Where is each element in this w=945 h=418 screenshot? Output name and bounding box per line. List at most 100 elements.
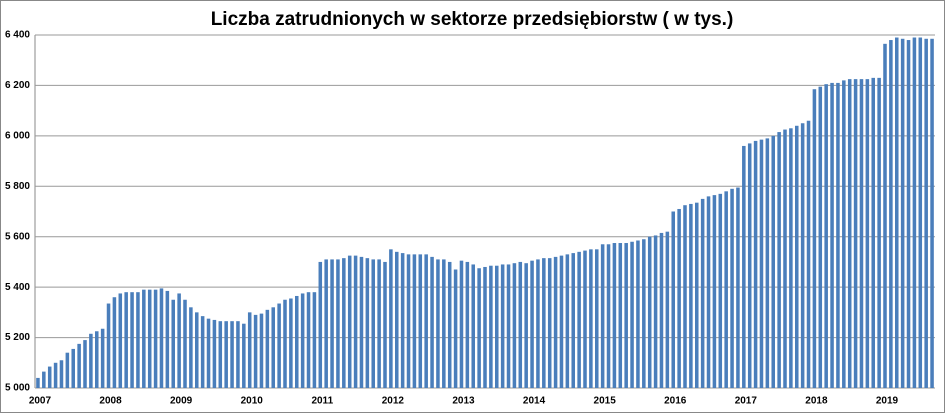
bar — [95, 331, 99, 388]
bar — [112, 297, 117, 388]
bar — [853, 79, 858, 388]
bar — [459, 260, 464, 388]
bar — [159, 288, 164, 388]
bar — [124, 292, 128, 388]
bar — [377, 259, 381, 388]
bar — [918, 37, 923, 389]
bar — [912, 37, 917, 389]
bar — [218, 321, 223, 388]
bar — [636, 240, 640, 388]
x-tick-label: 2013 — [452, 396, 475, 407]
bar — [477, 268, 481, 388]
bar — [453, 269, 458, 388]
bar — [724, 191, 728, 388]
x-tick-label: 2016 — [664, 396, 687, 407]
bar — [259, 313, 264, 388]
bar — [359, 256, 364, 388]
bar — [171, 299, 175, 388]
bar — [530, 260, 534, 388]
bar — [759, 139, 764, 388]
bar — [889, 40, 893, 389]
bar — [483, 266, 487, 388]
bar — [336, 259, 340, 388]
y-tick-label: 5 600 — [5, 231, 30, 242]
x-tick-label: 2009 — [170, 396, 193, 407]
bar — [400, 253, 405, 388]
bar — [47, 366, 52, 388]
bar — [183, 299, 187, 388]
bar — [77, 343, 81, 388]
bar — [447, 261, 452, 388]
y-tick-label: 5 800 — [5, 181, 30, 192]
bar — [147, 289, 152, 388]
bar — [295, 295, 299, 388]
bar — [559, 255, 564, 388]
bar — [518, 261, 523, 388]
bar — [342, 258, 346, 388]
bar — [842, 80, 846, 388]
bar — [353, 255, 358, 388]
bar — [677, 208, 681, 388]
bar — [789, 128, 793, 389]
x-tick-label: 2010 — [241, 396, 264, 407]
bar — [383, 261, 387, 388]
bar — [371, 259, 375, 388]
bar — [824, 84, 828, 389]
bar — [100, 328, 105, 388]
bar — [212, 319, 217, 388]
bar — [583, 250, 587, 388]
bar — [736, 187, 740, 388]
bar — [506, 264, 511, 388]
bar — [142, 289, 146, 388]
x-tick-label: 2017 — [735, 396, 758, 407]
bar — [289, 298, 293, 388]
x-tick-label: 2007 — [29, 396, 52, 407]
bar — [742, 145, 746, 388]
bar — [753, 140, 758, 388]
bar — [683, 205, 687, 388]
bar — [512, 263, 517, 388]
bar — [859, 79, 864, 388]
bar — [495, 265, 499, 388]
bar — [271, 307, 275, 388]
y-tick-label: 5 200 — [5, 332, 30, 343]
y-tick-label: 6 400 — [5, 30, 30, 41]
bar — [712, 195, 717, 388]
bar — [536, 259, 540, 388]
bar — [689, 203, 693, 388]
y-tick-label: 5 000 — [5, 383, 30, 394]
bar — [577, 251, 581, 388]
bar — [65, 352, 70, 388]
bar — [42, 371, 46, 388]
x-tick-label: 2015 — [594, 396, 617, 407]
bar — [365, 258, 370, 388]
bar — [253, 314, 258, 388]
bar — [306, 292, 311, 388]
bar — [242, 323, 246, 388]
bar — [871, 77, 875, 388]
bar — [806, 120, 811, 388]
x-tick-label: 2011 — [311, 396, 333, 407]
bar — [671, 211, 675, 388]
bar — [471, 264, 475, 388]
bar — [718, 193, 723, 388]
x-tick-label: 2019 — [876, 396, 899, 407]
bar — [318, 261, 323, 388]
bar — [206, 318, 211, 388]
bar — [283, 299, 287, 388]
bar — [883, 43, 887, 388]
bar — [89, 333, 93, 388]
bar — [195, 312, 199, 388]
bar — [53, 362, 58, 388]
bar — [347, 255, 352, 388]
bar — [118, 293, 123, 388]
bar — [489, 265, 493, 388]
bar — [930, 38, 934, 389]
bar — [430, 256, 434, 388]
y-tick-label: 5 400 — [5, 282, 30, 293]
bar — [642, 239, 646, 388]
bar — [553, 256, 558, 388]
bar — [224, 321, 228, 388]
bar — [800, 123, 805, 388]
